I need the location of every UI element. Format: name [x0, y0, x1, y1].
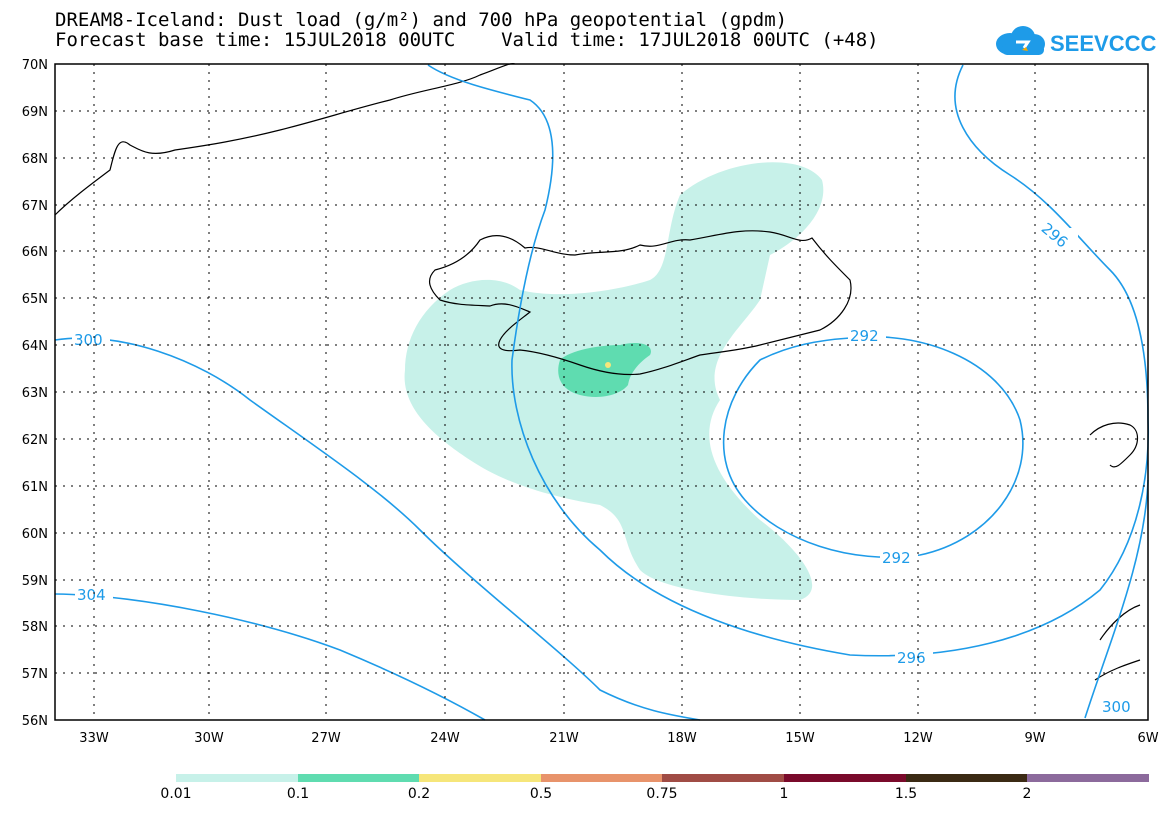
colorbar-label: 0.2: [407, 786, 431, 802]
lat-label: 63N: [22, 386, 48, 401]
contour-label: 300: [1102, 698, 1131, 716]
lon-label: 30W: [194, 731, 224, 746]
lon-label: 9W: [1024, 731, 1045, 746]
lat-label: 62N: [22, 433, 48, 448]
lat-label: 69N: [22, 105, 48, 120]
lat-label: 70N: [22, 58, 48, 73]
latitude-labels: 70N 69N 68N 67N 66N 65N 64N 63N 62N 61N …: [22, 58, 48, 729]
contour-label: 300: [74, 331, 103, 349]
colorbar-segment: [419, 774, 541, 782]
gridlines: [55, 64, 1148, 720]
lat-label: 59N: [22, 574, 48, 589]
lat-label: 60N: [22, 527, 48, 542]
longitude-labels: 33W 30W 27W 24W 21W 18W 15W 12W 9W 6W: [79, 731, 1158, 746]
contour-label: 296: [897, 649, 926, 667]
map-panel: 300 304 292 292 296 296 300 70N: [22, 58, 1159, 746]
colorbar-segment: [176, 774, 298, 782]
colorbar-segment: [662, 774, 784, 782]
lat-label: 61N: [22, 480, 48, 495]
contour-label: 292: [882, 549, 911, 567]
logo-text: SEEVCCC: [1050, 31, 1156, 56]
colorbar-label: 0.75: [646, 786, 678, 802]
lon-label: 24W: [430, 731, 460, 746]
dust-area-medium: [558, 343, 651, 397]
forecast-time-line: Forecast base time: 15JUL2018 00UTC Vali…: [55, 29, 879, 51]
colorbar-segment: [1027, 774, 1149, 782]
lat-label: 64N: [22, 339, 48, 354]
colorbar-label: 2: [1022, 786, 1032, 802]
lon-label: 33W: [79, 731, 109, 746]
lat-label: 68N: [22, 152, 48, 167]
colorbar-segment: [541, 774, 662, 782]
lon-label: 21W: [549, 731, 579, 746]
lat-label: 56N: [22, 714, 48, 729]
lon-label: 6W: [1137, 731, 1158, 746]
contour-label: 304: [77, 586, 106, 604]
lat-label: 57N: [22, 667, 48, 682]
colorbar-label: 1: [779, 786, 789, 802]
colorbar-segment: [784, 774, 906, 782]
lat-label: 66N: [22, 245, 48, 260]
lat-label: 67N: [22, 199, 48, 214]
contour-label: 292: [850, 327, 879, 345]
geopotential-contours: [54, 64, 1150, 721]
map-frame: [54, 63, 1149, 721]
lon-label: 18W: [667, 731, 697, 746]
dust-peak-marker: [605, 362, 611, 368]
lon-label: 12W: [903, 731, 933, 746]
lat-label: 58N: [22, 620, 48, 635]
colorbar-label: 0.5: [529, 786, 553, 802]
colorbar-segment: [298, 774, 419, 782]
cloud-logo-icon: [996, 26, 1045, 55]
lon-label: 15W: [785, 731, 815, 746]
map-title: DREAM8-Iceland: Dust load (g/m²) and 700…: [55, 9, 788, 31]
colorbar-label: 1.5: [894, 786, 918, 802]
colorbar-label: 0.1: [286, 786, 310, 802]
lon-label: 27W: [311, 731, 341, 746]
colorbar-segment: [906, 774, 1027, 782]
lat-label: 65N: [22, 292, 48, 307]
colorbar-label: 0.01: [160, 786, 192, 802]
seevccc-logo: SEEVCCC: [988, 22, 1158, 60]
